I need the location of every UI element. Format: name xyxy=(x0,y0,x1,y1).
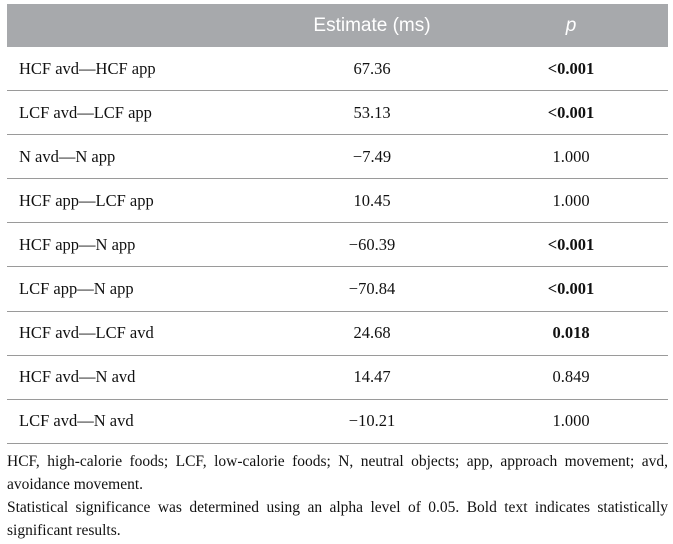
cell-p-value: <0.001 xyxy=(474,266,668,312)
table-row: LCF avd—LCF app 53.13 <0.001 xyxy=(7,90,668,136)
cell-estimate: 24.68 xyxy=(270,311,474,356)
cell-comparison: N avd—N app xyxy=(7,134,270,180)
cell-p-value: 1.000 xyxy=(474,399,668,444)
cell-p-value: 1.000 xyxy=(474,178,668,224)
cell-p-value: 0.849 xyxy=(474,355,668,400)
table-footnotes: HCF, high-calorie foods; LCF, low-calori… xyxy=(7,450,668,542)
table-row: LCF app—N app −70.84 <0.001 xyxy=(7,266,668,312)
cell-p-value: 0.018 xyxy=(474,311,668,356)
cell-estimate: −10.21 xyxy=(270,399,474,444)
table-header-row: Estimate (ms) p xyxy=(7,4,668,47)
table-row: HCF avd—N avd 14.47 0.849 xyxy=(7,355,668,400)
table-row: HCF app—LCF app 10.45 1.000 xyxy=(7,178,668,224)
table-body: HCF avd—HCF app 67.36 <0.001 LCF avd—LCF ap… xyxy=(7,47,668,444)
cell-p-value: <0.001 xyxy=(474,47,668,92)
table-row: HCF avd—LCF avd 24.68 0.018 xyxy=(7,311,668,356)
table-row: HCF app—N app −60.39 <0.001 xyxy=(7,222,668,268)
cell-comparison: HCF avd—HCF app xyxy=(7,47,270,92)
cell-estimate: 67.36 xyxy=(270,47,474,92)
cell-estimate: −70.84 xyxy=(270,266,474,312)
header-p-value: p xyxy=(474,4,668,47)
cell-comparison: HCF app—N app xyxy=(7,222,270,268)
table-row: HCF avd—HCF app 67.36 <0.001 xyxy=(7,47,668,92)
results-table: Estimate (ms) p HCF avd—HCF app 67.36 <0.0… xyxy=(7,4,668,444)
cell-comparison: HCF avd—N avd xyxy=(7,355,270,400)
cell-p-value: <0.001 xyxy=(474,90,668,136)
header-comparison xyxy=(7,4,270,47)
cell-comparison: LCF app—N app xyxy=(7,266,270,312)
header-estimate: Estimate (ms) xyxy=(270,4,474,47)
footnote-abbreviations: HCF, high-calorie foods; LCF, low-calori… xyxy=(7,452,668,493)
cell-p-value: <0.001 xyxy=(474,222,668,268)
cell-comparison: HCF app—LCF app xyxy=(7,178,270,224)
cell-p-value: 1.000 xyxy=(474,134,668,180)
cell-estimate: −60.39 xyxy=(270,222,474,268)
cell-estimate: −7.49 xyxy=(270,134,474,180)
cell-comparison: LCF avd—LCF app xyxy=(7,90,270,136)
cell-comparison: LCF avd—N avd xyxy=(7,399,270,444)
table-row: LCF avd—N avd −10.21 1.000 xyxy=(7,399,668,444)
cell-estimate: 14.47 xyxy=(270,355,474,400)
table-row: N avd—N app −7.49 1.000 xyxy=(7,134,668,180)
cell-estimate: 53.13 xyxy=(270,90,474,136)
cell-estimate: 10.45 xyxy=(270,178,474,224)
footnote-significance: Statistical significance was determined … xyxy=(7,498,668,539)
cell-comparison: HCF avd—LCF avd xyxy=(7,311,270,356)
results-table-container: Estimate (ms) p HCF avd—HCF app 67.36 <0.0… xyxy=(7,4,668,542)
